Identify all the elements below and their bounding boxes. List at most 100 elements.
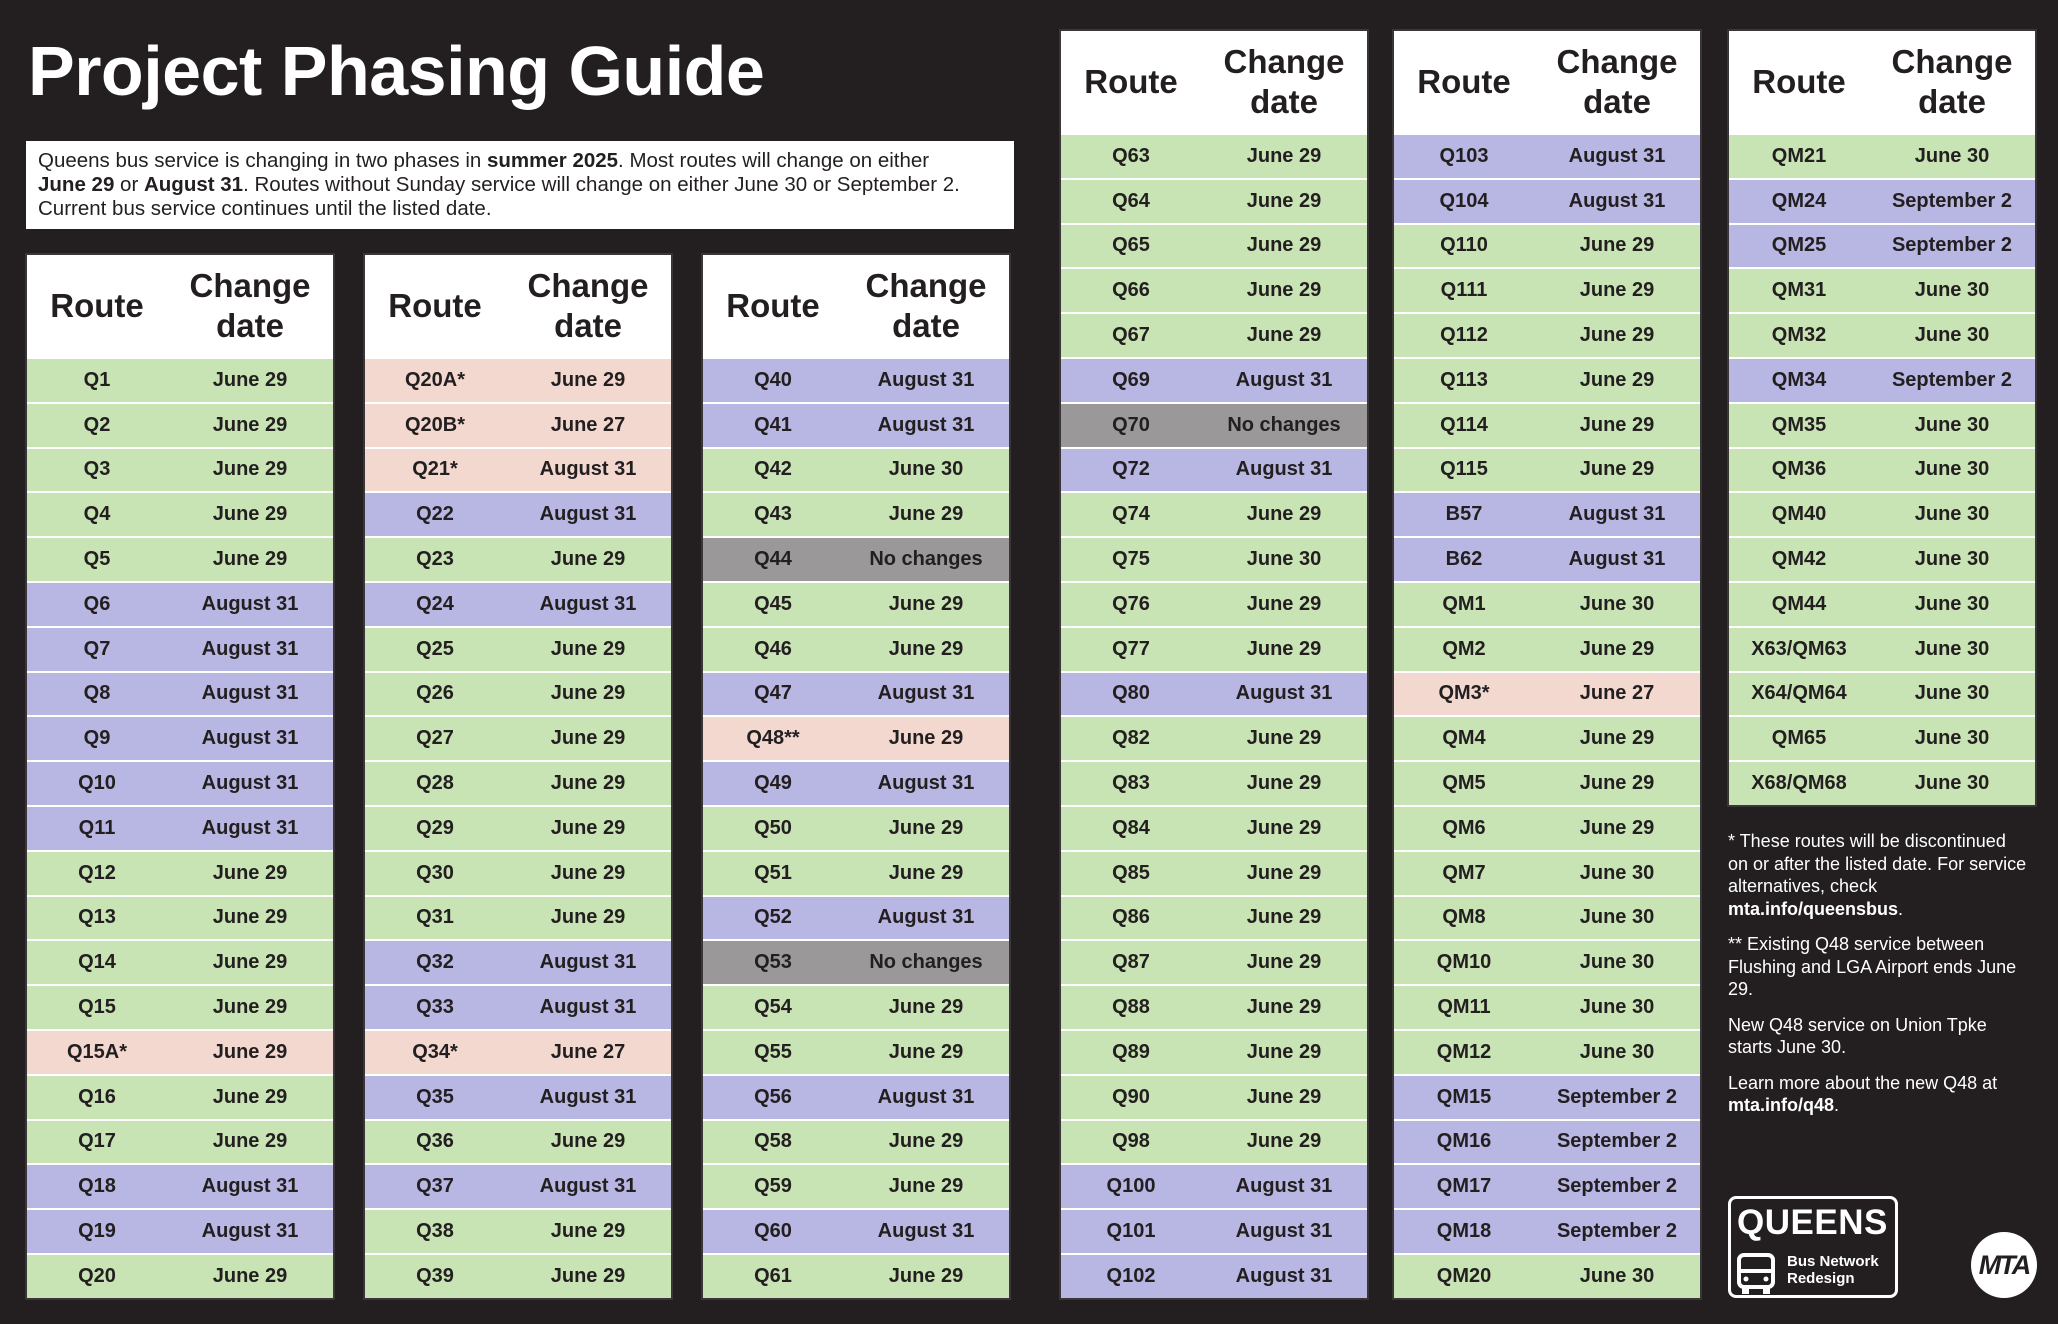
route-cell: QM20: [1436, 1264, 1492, 1287]
table-row: Q3 June 29: [27, 446, 333, 492]
route-cell: Q104: [1439, 189, 1489, 212]
change-date-cell: June 29: [1246, 1040, 1322, 1063]
route-cell: QM12: [1436, 1040, 1492, 1063]
route-cell: Q29: [416, 816, 454, 839]
change-date-cell: June 29: [550, 637, 626, 660]
table-row: QM31 June 30: [1729, 267, 2035, 313]
table-row: Q65 June 29: [1061, 222, 1367, 268]
route-cell: QM32: [1771, 324, 1827, 347]
route-cell: Q42: [754, 458, 792, 481]
table-row: Q2 June 29: [27, 401, 333, 447]
table-row: Q49 August 31: [703, 760, 1009, 805]
table-row: Q29 June 29: [365, 804, 671, 850]
route-cell: QM2: [1442, 637, 1486, 660]
table-row: Q111 June 29: [1394, 267, 1700, 313]
change-date-cell: August 31: [201, 637, 299, 660]
table-row: QM16 September 2: [1394, 1118, 1700, 1164]
change-date-cell: September 2: [1556, 1220, 1678, 1243]
table-row: Q42 June 30: [703, 446, 1009, 492]
route-cell: Q80: [1112, 682, 1150, 705]
change-date-cell: June 30: [1914, 592, 1990, 615]
route-cell: Q66: [1112, 279, 1150, 302]
route-cell: Q102: [1106, 1264, 1156, 1287]
route-cell: Q85: [1112, 861, 1150, 884]
route-cell: QM36: [1771, 458, 1827, 481]
change-date-cell: August 31: [201, 1220, 299, 1243]
table-row: QM34 September 2: [1729, 356, 2035, 402]
change-date-cell: June 29: [1246, 861, 1322, 884]
footnote-q48-existing: ** Existing Q48 service between Flushing…: [1728, 934, 2017, 999]
change-date-cell: June 30: [1579, 1040, 1655, 1063]
table-row: Q77 June 29: [1061, 625, 1367, 671]
intro-text: Queens bus service is changing in two ph…: [38, 149, 487, 172]
route-cell: QM10: [1436, 951, 1492, 974]
table-row: QM10 June 30: [1394, 939, 1700, 985]
table-row: Q9 August 31: [27, 715, 333, 761]
logo-subtitle-line2: Redesign: [1787, 1270, 1855, 1287]
table-row: Q5 June 29: [27, 536, 333, 581]
route-cell: X64/QM64: [1751, 682, 1847, 705]
change-date-cell: June 29: [888, 1130, 964, 1153]
table-row: Q41 August 31: [703, 401, 1009, 447]
queensbus-link[interactable]: mta.info/queensbus: [1728, 898, 1899, 919]
change-date-cell: June 29: [1246, 951, 1322, 974]
change-date-cell: June 29: [1246, 144, 1322, 167]
footnote-discontinued: * These routes will be discontinued on o…: [1728, 830, 2028, 920]
change-date-cell: June 29: [550, 727, 626, 750]
q48-link[interactable]: mta.info/q48: [1728, 1095, 1835, 1115]
route-cell: QM3*: [1438, 682, 1490, 705]
change-date-cell: June 29: [550, 368, 626, 391]
table-row: Q98 June 29: [1061, 1118, 1367, 1164]
table-header: Route Change date: [1061, 31, 1367, 133]
change-date-cell: June 29: [888, 1175, 964, 1198]
change-date-cell: June 30: [1914, 772, 1990, 795]
table-row: Q76 June 29: [1061, 580, 1367, 626]
table-row: QM35 June 30: [1729, 401, 2035, 447]
change-date-cell: September 2: [1891, 234, 2013, 257]
change-date-cell: June 29: [550, 682, 626, 705]
table-row: Q10 August 31: [27, 760, 333, 805]
route-cell: Q50: [754, 816, 792, 839]
route-cell: Q103: [1439, 144, 1489, 167]
change-date-cell: No changes: [869, 951, 983, 974]
change-date-cell: June 29: [1246, 816, 1322, 839]
change-date-cell: June 29: [1246, 503, 1322, 526]
route-cell: Q33: [416, 996, 454, 1019]
route-cell: Q24: [416, 592, 454, 615]
change-date-cell: August 31: [1568, 548, 1666, 571]
table-row: X68/QM68 June 30: [1729, 760, 2035, 805]
route-cell: Q25: [416, 637, 454, 660]
route-cell: QM21: [1771, 144, 1827, 167]
column-header-route: Route: [1417, 63, 1511, 100]
route-cell: Q64: [1112, 189, 1150, 212]
table-row: Q27 June 29: [365, 715, 671, 761]
table-row: B62 August 31: [1394, 536, 1700, 581]
table-row: Q14 June 29: [27, 939, 333, 985]
route-cell: Q115: [1440, 458, 1488, 481]
route-cell: Q100: [1106, 1175, 1156, 1198]
table-row: Q67 June 29: [1061, 312, 1367, 357]
table-row: Q15 June 29: [27, 984, 333, 1029]
route-cell: Q22: [416, 503, 454, 526]
route-table-1: Route Change date Q1 June 29 Q2 June 29 Q3 June…: [25, 253, 335, 1300]
change-date-cell: June 29: [1246, 592, 1322, 615]
route-cell: Q89: [1112, 1040, 1150, 1063]
route-cell: Q74: [1112, 503, 1150, 526]
change-date-cell: June 29: [1579, 279, 1655, 302]
route-cell: B57: [1445, 503, 1483, 526]
change-date-cell: June 29: [1579, 234, 1655, 257]
change-date-cell: August 31: [539, 1085, 637, 1108]
change-date-cell: June 29: [212, 996, 288, 1019]
route-cell: Q38: [416, 1220, 454, 1243]
table-row: Q70 No changes: [1061, 401, 1367, 447]
table-row: Q6 August 31: [27, 580, 333, 626]
route-cell: Q52: [754, 906, 792, 929]
route-cell: Q86: [1112, 906, 1150, 929]
route-cell: Q60: [754, 1220, 792, 1243]
route-cell: QM15: [1436, 1085, 1492, 1108]
footnotes: * These routes will be discontinued on o…: [1728, 830, 2028, 1130]
route-cell: QM42: [1771, 548, 1827, 571]
route-cell: Q83: [1112, 772, 1150, 795]
table-row: QM36 June 30: [1729, 446, 2035, 492]
change-date-cell: June 29: [1579, 458, 1655, 481]
